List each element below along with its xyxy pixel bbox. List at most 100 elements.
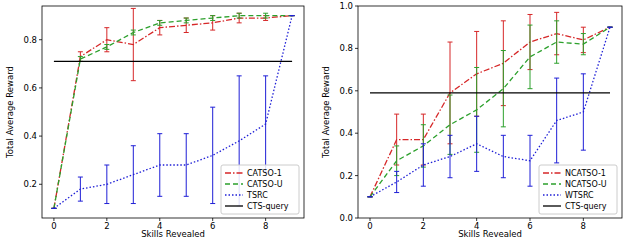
error-cap — [501, 135, 506, 136]
error-cap — [528, 135, 533, 136]
y-tick-label: 0.8 — [23, 35, 37, 45]
legend-label: TSRC — [246, 191, 268, 200]
error-cap — [501, 177, 506, 178]
error-cap — [290, 15, 295, 16]
error-cap — [421, 143, 426, 144]
error-cap — [157, 196, 162, 197]
error-cap — [184, 196, 189, 197]
legend-swatch — [543, 205, 561, 206]
error-cap — [290, 15, 295, 16]
error-stem — [556, 21, 557, 63]
error-stem — [106, 165, 107, 204]
error-bar — [528, 25, 533, 89]
error-cap — [448, 177, 453, 178]
error-cap — [528, 14, 533, 15]
error-cap — [78, 201, 83, 202]
legend: CATSO-1 CATSO-U TSRC CTS-query — [221, 165, 299, 214]
error-cap — [501, 50, 506, 51]
error-bar — [131, 146, 136, 204]
error-cap — [157, 133, 162, 134]
legend-swatch — [543, 183, 561, 184]
y-axis-label: Total Average Reward — [5, 66, 15, 159]
error-cap — [263, 20, 268, 21]
x-tick-label: 0 — [51, 221, 56, 231]
error-cap — [581, 27, 586, 28]
error-cap — [104, 44, 109, 45]
error-stem — [212, 16, 213, 21]
legend-label: CTS-query — [565, 202, 607, 211]
error-bar — [157, 20, 162, 25]
error-cap — [131, 8, 136, 9]
error-cap — [554, 12, 559, 13]
error-cap — [237, 75, 242, 76]
legend-swatch — [225, 205, 243, 206]
legend-label: NCATSO-1 — [565, 169, 606, 178]
series-line — [54, 16, 292, 209]
error-cap — [104, 51, 109, 52]
error-cap — [131, 145, 136, 146]
error-stem — [423, 144, 424, 186]
x-tick-label: 0 — [367, 221, 372, 231]
x-axis-label: Skills Revealed — [141, 229, 205, 239]
y-tick — [355, 6, 358, 7]
error-cap — [554, 78, 559, 79]
error-cap — [184, 32, 189, 33]
error-cap — [157, 20, 162, 21]
y-tick — [355, 218, 358, 219]
error-bar — [237, 13, 242, 18]
y-tick — [355, 133, 358, 134]
error-bar — [501, 135, 506, 177]
chart: 024680.20.40.60.8Skills RevealedTotal Av… — [5, 6, 304, 239]
legend-label: CTS-query — [247, 202, 289, 211]
series-line — [54, 16, 292, 209]
error-cap — [210, 15, 215, 16]
error-cap — [528, 88, 533, 89]
error-cap — [237, 22, 242, 23]
error-bar — [184, 134, 189, 197]
legend: NCATSO-1NCATSO-UWTSRCCTS-query — [539, 165, 617, 214]
legend-label: CATSO-1 — [247, 169, 282, 178]
error-cap — [290, 15, 295, 16]
error-cap — [368, 196, 373, 197]
error-stem — [450, 135, 451, 177]
error-bar — [104, 165, 109, 204]
figure: 024680.20.40.60.8Skills RevealedTotal Av… — [0, 0, 640, 239]
error-bar — [368, 196, 373, 197]
y-tick — [355, 48, 358, 49]
error-cap — [528, 186, 533, 187]
error-cap — [474, 116, 479, 117]
error-bar — [104, 45, 109, 50]
error-cap — [210, 15, 215, 16]
error-bar — [78, 57, 83, 62]
error-cap — [394, 145, 399, 146]
y-tick-label: 0.4 — [339, 128, 353, 138]
error-bar — [210, 107, 215, 203]
x-tick-label: 2 — [421, 221, 426, 231]
error-cap — [157, 25, 162, 26]
error-cap — [131, 203, 136, 204]
legend-label: CATSO-U — [247, 180, 283, 189]
error-stem — [186, 18, 187, 23]
error-bar — [51, 208, 56, 209]
error-cap — [608, 27, 613, 28]
y-tick — [39, 87, 42, 88]
error-cap — [554, 20, 559, 21]
error-cap — [157, 34, 162, 35]
error-cap — [448, 135, 453, 136]
series-line — [370, 27, 610, 197]
error-stem — [265, 76, 266, 172]
error-cap — [210, 30, 215, 31]
error-cap — [368, 196, 373, 197]
y-tick-label: 0.0 — [339, 213, 353, 223]
error-cap — [51, 208, 56, 209]
y-tick — [355, 175, 358, 176]
error-cap — [474, 31, 479, 32]
error-cap — [237, 13, 242, 14]
error-bar — [554, 78, 559, 163]
error-bar — [608, 27, 613, 28]
error-cap — [581, 73, 586, 74]
error-bar — [210, 16, 215, 21]
error-cap — [184, 18, 189, 19]
y-tick-label: 0.8 — [339, 43, 353, 53]
error-cap — [290, 15, 295, 16]
